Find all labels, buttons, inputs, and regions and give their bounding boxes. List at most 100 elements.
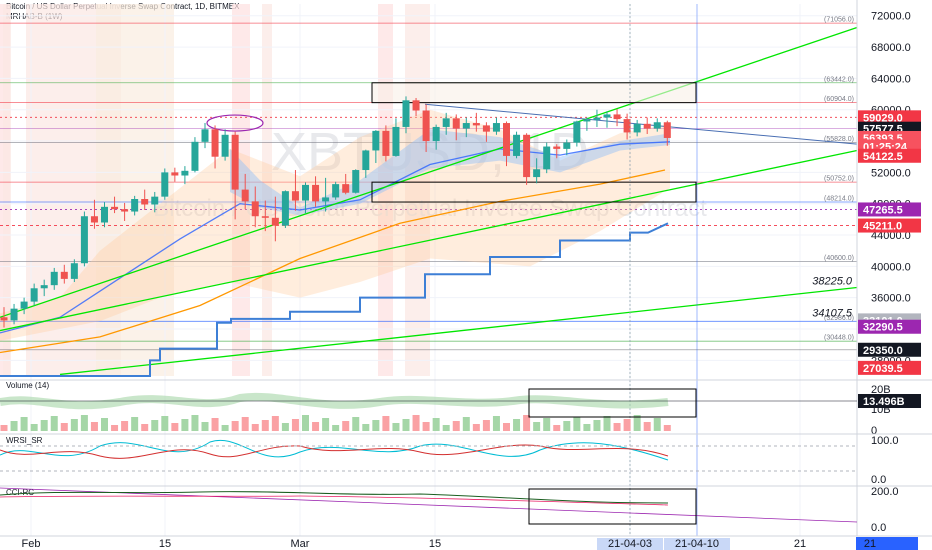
candle-body — [482, 125, 490, 132]
candle-body — [422, 110, 430, 142]
rsi-tick: 0.0 — [871, 474, 886, 486]
candle-body — [503, 123, 510, 156]
volume-bar — [101, 418, 108, 431]
rsi-axis: 100.0 0.0 — [871, 435, 899, 486]
candle-body — [432, 126, 440, 142]
cci-line — [0, 491, 669, 504]
volume-bar — [0, 425, 8, 431]
time-axis: Feb 15 Mar 15 21-04-03 21-04-10 21 21 — [22, 537, 918, 550]
volume-bar — [392, 423, 400, 431]
volume-bar — [80, 415, 88, 431]
volume-bar — [563, 421, 571, 431]
level-label: (32986.0) — [824, 315, 854, 322]
volume-tag-text: 13.496B — [863, 396, 905, 408]
price-tag: 29350.0 — [858, 342, 921, 357]
candle — [141, 189, 149, 210]
volume-bar — [70, 419, 78, 431]
candle — [653, 118, 661, 132]
shade-col — [405, 4, 430, 376]
support-box — [371, 181, 697, 203]
volume-bar — [332, 425, 340, 431]
candle — [533, 158, 541, 184]
volume-bar — [10, 421, 18, 431]
time-tick: 15 — [429, 538, 441, 550]
candle — [30, 283, 38, 306]
candle — [633, 119, 641, 137]
plain-price-label: 38225.0 — [812, 275, 853, 287]
candle-body — [211, 129, 219, 157]
candle — [342, 173, 350, 195]
level-label: (55828.0) — [824, 136, 854, 143]
volume-bar — [302, 415, 309, 431]
volume-bar — [261, 420, 269, 431]
candle — [322, 177, 330, 212]
volume-bar — [141, 424, 149, 431]
time-tick: Mar — [291, 538, 310, 550]
candle — [201, 123, 209, 149]
candle-body — [573, 121, 581, 143]
plain-price-label: 34107.5 — [812, 308, 853, 320]
candle — [60, 264, 68, 284]
candle-body — [221, 134, 229, 157]
candle-body — [191, 141, 199, 171]
candle-body — [0, 317, 8, 321]
candle-body — [623, 119, 631, 133]
candle-body — [372, 130, 380, 151]
candle-body — [472, 123, 480, 126]
candle-body — [60, 271, 68, 279]
candle — [171, 167, 179, 182]
volume-bar — [291, 419, 299, 431]
candle-body — [151, 196, 159, 205]
candle-body — [543, 146, 551, 170]
price-tick: 72000.0 — [871, 11, 911, 23]
candle — [472, 112, 480, 132]
level-label: (50752.0) — [824, 176, 854, 183]
candle — [593, 109, 601, 127]
candle-body — [492, 123, 500, 132]
volume-bar — [462, 417, 470, 431]
candle-body — [271, 217, 279, 226]
candle — [80, 211, 88, 267]
volume-bar — [523, 415, 531, 431]
volume-bar — [623, 419, 631, 431]
price-tag: 27039.5 — [858, 360, 921, 375]
volume-bar — [60, 423, 68, 431]
candle — [422, 104, 430, 153]
volume-bar — [442, 425, 450, 431]
volume-bar — [422, 422, 430, 431]
volume-bar — [362, 424, 370, 431]
candle — [503, 121, 510, 167]
candle — [20, 297, 28, 315]
candle — [523, 133, 531, 185]
volume-bar — [271, 416, 279, 431]
volume-bar — [342, 421, 350, 431]
price-tick: 64000.0 — [871, 73, 911, 85]
volume-bar — [372, 420, 380, 431]
volume-bar — [573, 417, 581, 431]
volume-bar — [472, 424, 480, 431]
candle — [432, 124, 440, 150]
candle-body — [302, 184, 309, 201]
candle-body — [322, 197, 330, 202]
candle — [462, 117, 470, 138]
shade-col — [96, 4, 174, 376]
volume-bar — [643, 422, 651, 431]
candle-body — [111, 206, 119, 210]
candle — [70, 259, 78, 283]
volume-bar — [503, 423, 510, 431]
price-tick: 68000.0 — [871, 42, 911, 54]
candle — [302, 182, 309, 214]
cci-box — [528, 488, 697, 525]
price-tick: 40000.0 — [871, 261, 911, 273]
candle-body — [412, 100, 420, 111]
volume-bar — [211, 418, 219, 431]
shade-col — [3, 4, 11, 376]
time-tick: 21 — [794, 538, 806, 550]
price-tag-bg — [858, 202, 921, 217]
date-highlight — [664, 538, 730, 550]
volume-bar — [111, 425, 119, 431]
price-tag-bg — [858, 218, 921, 233]
candle — [613, 108, 621, 127]
resistance-box — [371, 82, 697, 104]
